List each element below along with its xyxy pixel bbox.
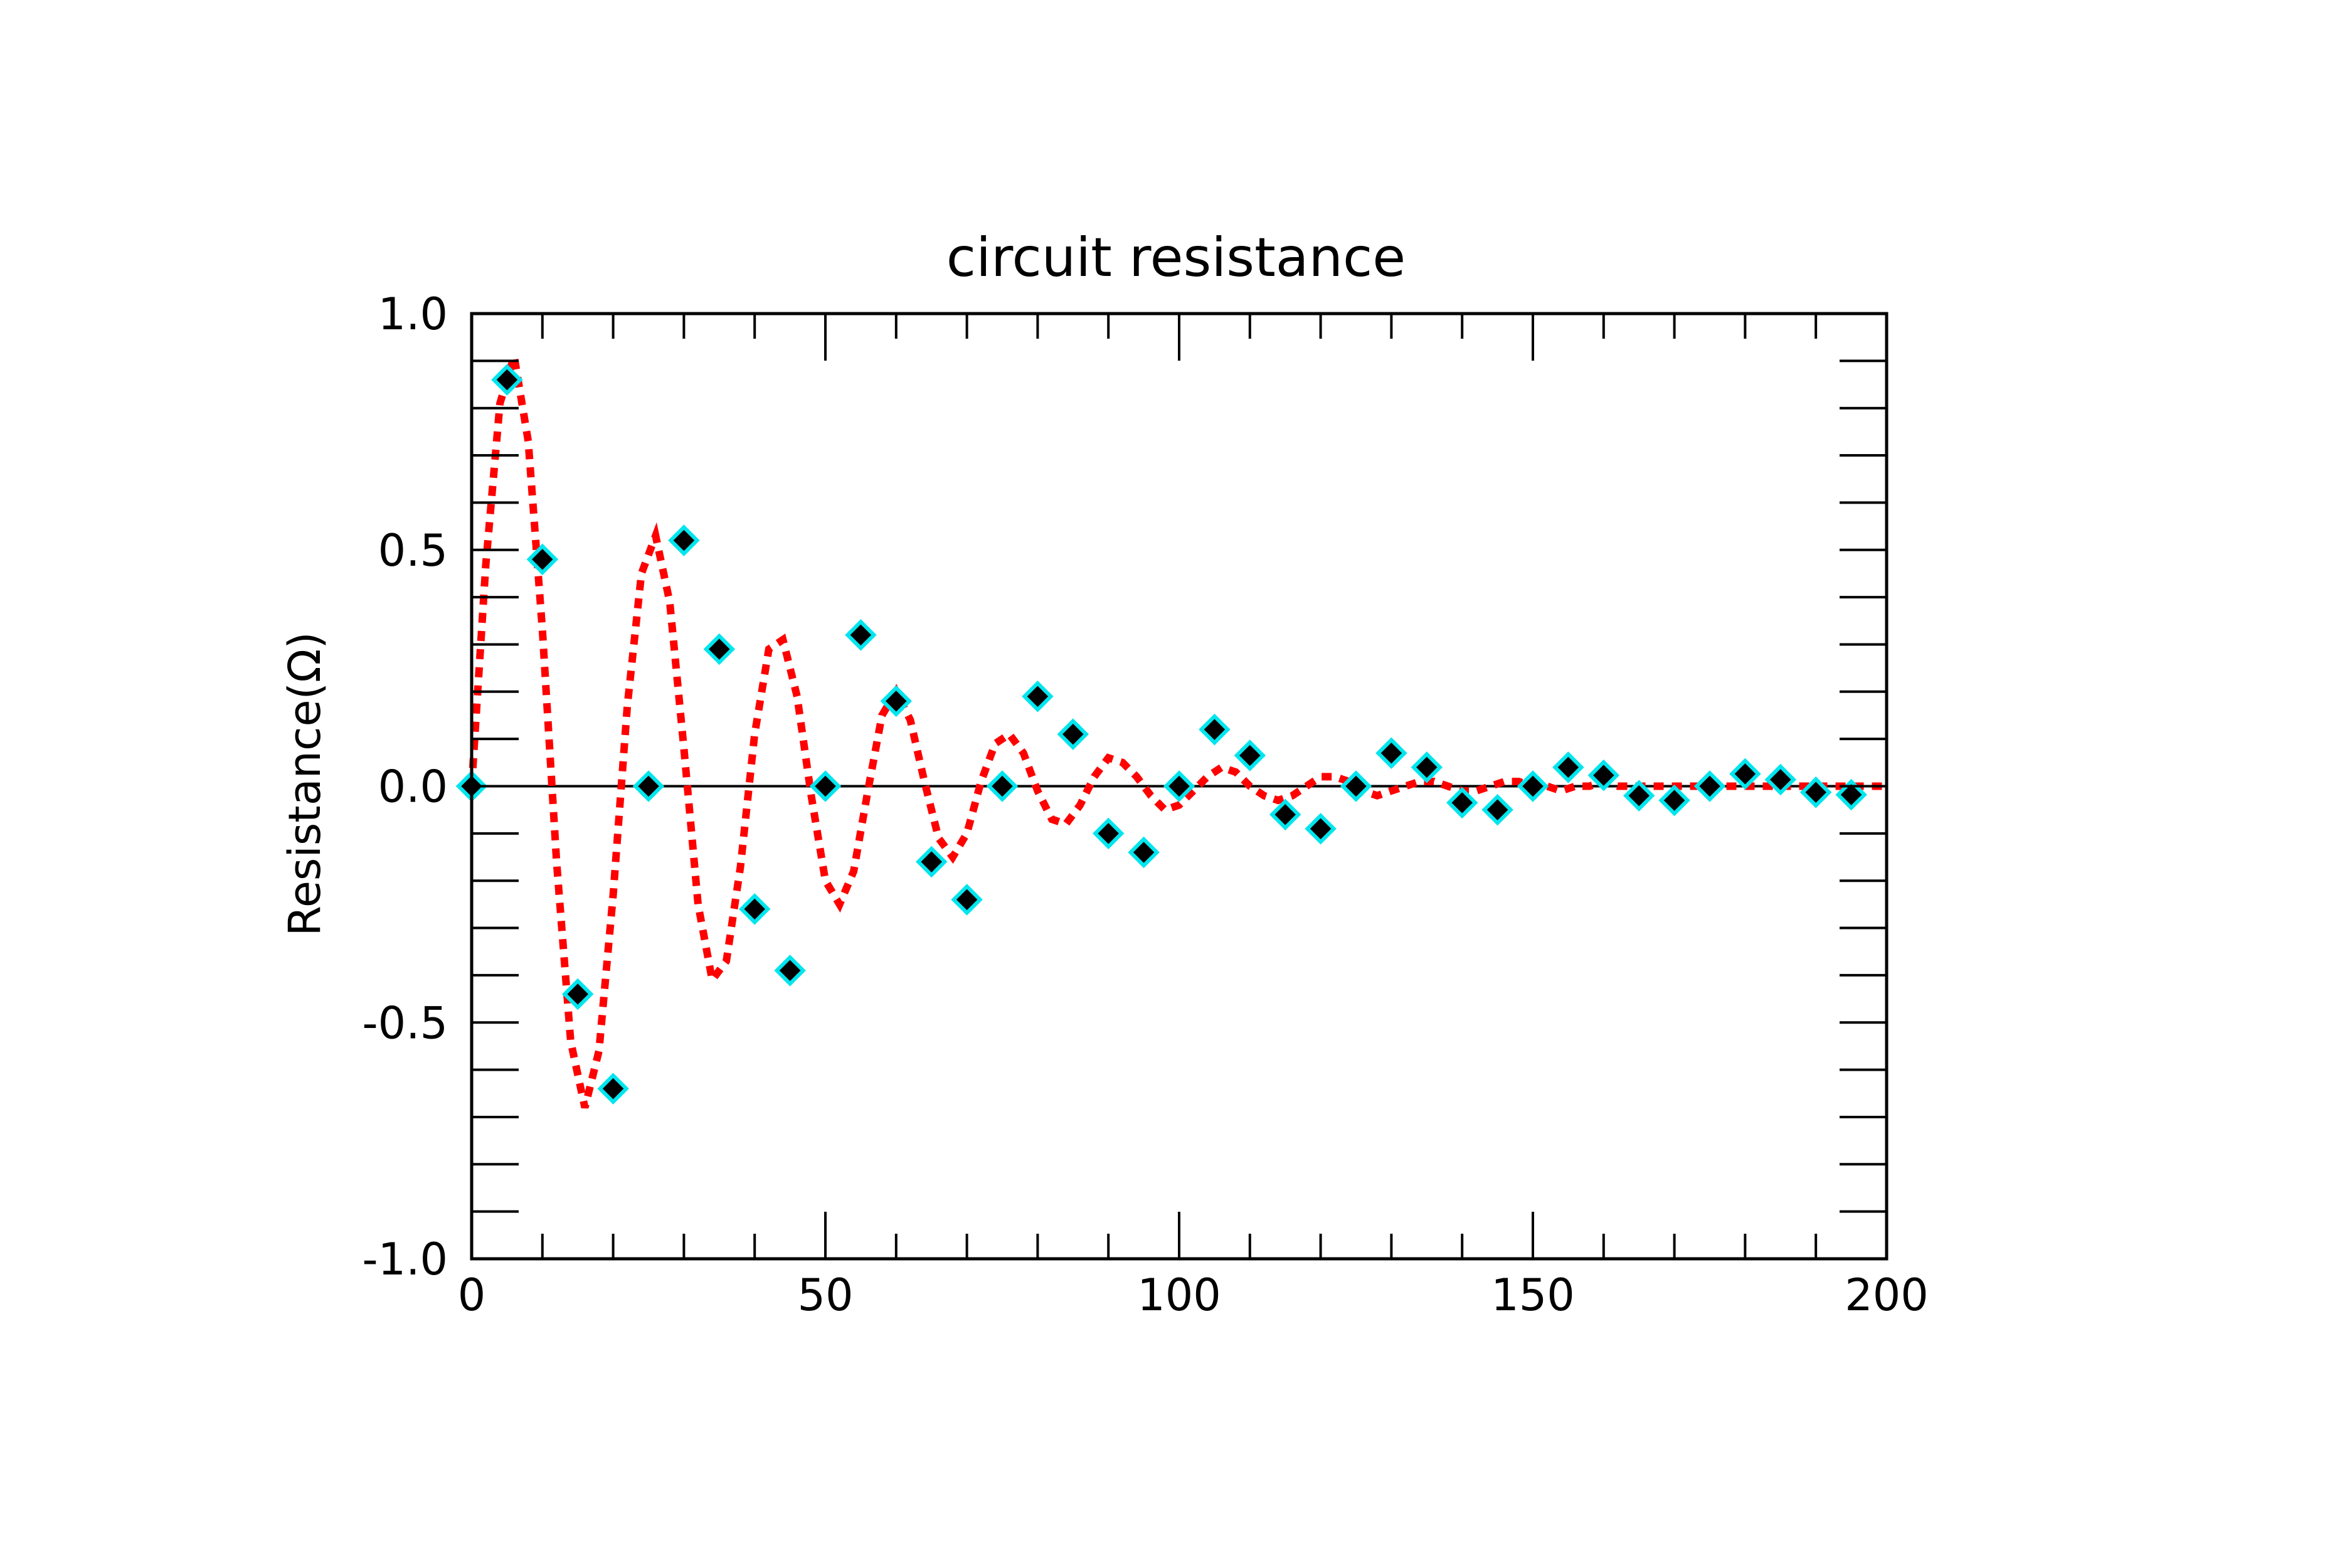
plot-frame <box>470 312 1888 1261</box>
data-point <box>1128 836 1160 869</box>
data-point <box>1092 817 1125 850</box>
data-point <box>1552 751 1584 783</box>
data-point <box>1411 751 1443 783</box>
chart-title: circuit resistance <box>946 226 1406 289</box>
data-point <box>809 770 842 802</box>
y-tick-label: 0.5 <box>378 525 448 576</box>
data-point <box>1799 776 1832 808</box>
data-point <box>1446 787 1478 819</box>
y-tick-label: 1.0 <box>378 289 448 340</box>
data-point <box>845 619 877 651</box>
data-point <box>1764 763 1797 796</box>
data-point <box>1729 758 1761 790</box>
x-tick-label: 150 <box>1491 1269 1575 1321</box>
data-point <box>774 955 806 987</box>
y-axis-label: Resistance(Ω) <box>279 632 331 936</box>
data-point <box>1269 798 1301 830</box>
data-point <box>1234 739 1266 771</box>
data-point <box>986 770 1019 802</box>
x-tick-label: 200 <box>1845 1269 1929 1321</box>
data-point <box>951 884 983 916</box>
data-point <box>491 364 523 396</box>
y-tick-label: -1.0 <box>362 1234 448 1285</box>
data-point <box>1340 770 1372 802</box>
data-point <box>1835 778 1867 811</box>
data-point <box>1517 770 1549 802</box>
data-point <box>632 770 665 802</box>
data-point <box>1057 718 1089 750</box>
data-point <box>1481 793 1513 826</box>
x-tick-label: 100 <box>1137 1269 1221 1321</box>
data-point <box>880 685 913 718</box>
data-point <box>1375 737 1407 769</box>
data-point <box>668 524 700 556</box>
y-tick-label: -0.5 <box>362 997 448 1049</box>
data-point <box>1305 813 1337 845</box>
plot-area: 0 50 100 150 200 -1.0 -0.5 0.0 0.5 1.0 <box>362 289 1928 1321</box>
data-point <box>1693 770 1726 802</box>
y-tick-label: 0.0 <box>378 761 448 813</box>
data-point <box>526 543 559 576</box>
series-line <box>468 355 1887 1109</box>
data-point <box>703 633 736 665</box>
data-point <box>915 845 948 878</box>
data-point <box>738 893 771 925</box>
x-tick-label: 0 <box>458 1269 486 1321</box>
x-tick-label: 50 <box>797 1269 853 1321</box>
data-point <box>1199 713 1231 746</box>
data-point <box>1658 784 1690 817</box>
data-point <box>1163 770 1195 802</box>
data-point <box>1587 759 1620 792</box>
data-point <box>561 978 594 1010</box>
data-point <box>1623 780 1655 812</box>
data-point <box>597 1073 629 1104</box>
data-point <box>1022 681 1054 712</box>
